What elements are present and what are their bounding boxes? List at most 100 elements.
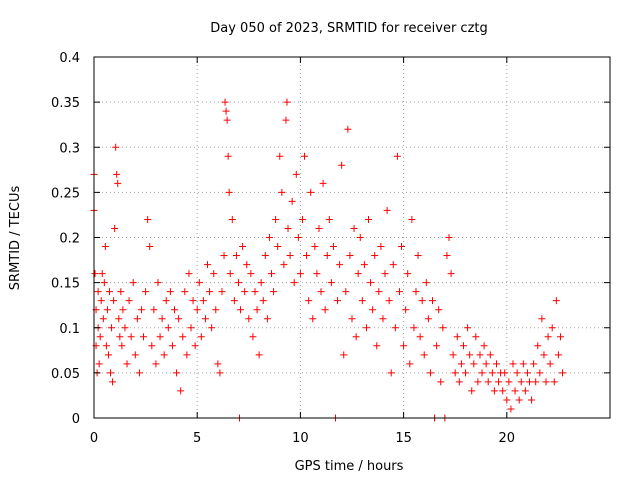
data-point [439,324,447,332]
data-point [486,351,494,359]
data-point [249,333,257,341]
data-point [102,342,110,350]
data-point [206,288,214,296]
data-point [319,179,327,187]
data-point [517,378,525,386]
y-tick-label: 0.3 [59,141,80,156]
data-point [148,342,156,350]
data-point [239,243,247,251]
data-point [556,333,564,341]
data-point [530,360,538,368]
data-point [412,288,420,296]
data-point [191,342,199,350]
chart-title: Day 050 of 2023, SRMTID for receiver czt… [210,21,488,36]
data-point [526,378,534,386]
data-point [519,360,527,368]
data-point [288,197,296,205]
data-point [445,234,453,241]
y-tick-label: 0.35 [51,96,80,111]
data-point [544,333,552,341]
data-point [422,279,430,287]
data-point [118,342,126,350]
data-point [99,315,107,323]
data-point [402,306,410,314]
data-point [453,333,461,341]
data-point [270,288,278,296]
data-point [400,342,408,350]
data-point [183,351,191,359]
data-point [507,405,515,413]
data-point [336,261,344,269]
data-point [101,243,109,251]
data-point [223,116,231,124]
data-point [352,333,360,341]
data-point [230,297,238,305]
data-point [418,297,426,305]
data-point [478,369,486,377]
data-point [282,116,290,124]
data-point [125,297,133,305]
axis-ticks [93,56,610,419]
data-point [515,396,523,404]
data-point [189,297,197,305]
data-point [476,351,484,359]
data-point [154,279,162,287]
data-point [513,369,521,377]
data-point [185,270,193,278]
data-point [104,351,112,359]
data-point [100,279,108,287]
data-point [350,224,358,232]
data-point [292,170,300,178]
data-point [131,351,139,359]
data-point [280,261,288,269]
data-point [193,306,201,314]
data-point [112,143,120,151]
data-point [329,243,337,251]
data-point [348,315,356,323]
x-tick-label: 0 [90,431,98,446]
data-point [369,306,377,314]
data-point [307,188,315,196]
data-point [168,342,176,350]
data-point [156,333,164,341]
data-point [503,396,511,404]
data-point [114,179,122,187]
data-point [140,333,148,341]
data-point [253,306,261,314]
data-point [276,152,284,160]
data-point [546,360,554,368]
data-point [420,351,428,359]
data-point [121,324,129,332]
data-point [98,270,106,278]
data-point [298,215,306,223]
data-point [385,297,393,305]
data-point [218,288,226,296]
data-point [234,279,242,287]
data-point [416,333,424,341]
data-point [216,369,224,377]
data-point [166,288,174,296]
data-point [272,215,280,223]
data-point [552,297,560,305]
data-point [484,378,492,386]
data-point [356,234,364,241]
y-tick-labels: 0 0.05 0.1 0.15 0.2 0.25 0.3 0.35 0.4 [51,51,80,427]
data-point [164,324,172,332]
x-tick-label: 10 [292,431,309,446]
data-point [150,306,158,314]
data-point [142,288,150,296]
data-point [325,215,333,223]
data-point [466,351,474,359]
data-point [135,369,143,377]
data-point [105,288,113,296]
data-point [398,243,406,251]
data-point [251,288,259,296]
data-point [283,98,291,106]
data-point [365,215,373,223]
data-point [492,360,500,368]
data-point [96,333,104,341]
data-point [210,270,218,278]
data-point [464,324,472,332]
y-tick-label: 0.15 [51,277,80,292]
data-point [542,378,550,386]
